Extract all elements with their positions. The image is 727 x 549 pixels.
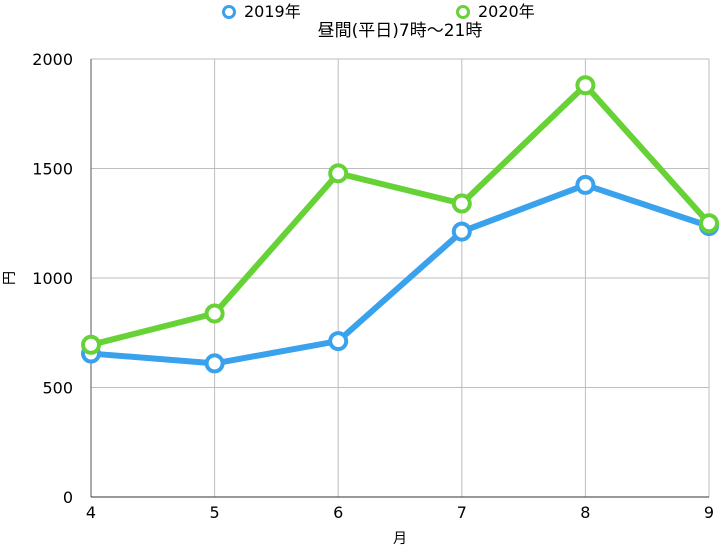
- legend-item-2020[interactable]: 2020年: [456, 2, 535, 22]
- y-tick-label: 500: [42, 379, 73, 398]
- y-tick-label: 2000: [32, 50, 73, 69]
- x-tick-label: 4: [86, 503, 96, 522]
- y-tick-label: 0: [63, 488, 73, 507]
- data-point-1-3[interactable]: [451, 193, 472, 214]
- data-point-1-5[interactable]: [699, 213, 719, 234]
- data-point-1-1[interactable]: [204, 303, 225, 324]
- x-tick-label: 7: [457, 503, 467, 522]
- data-point-0-3[interactable]: [451, 221, 472, 242]
- data-point-1-2[interactable]: [328, 163, 349, 184]
- legend-marker-icon: [222, 5, 236, 19]
- data-point-0-1[interactable]: [204, 353, 225, 374]
- y-tick-label: 1000: [32, 269, 73, 288]
- data-point-0-2[interactable]: [328, 331, 349, 352]
- legend-label: 2020年: [478, 2, 535, 21]
- legend-marker-icon: [456, 5, 470, 19]
- x-axis-label: 月: [393, 531, 407, 547]
- series-line-1: [88, 82, 712, 348]
- data-point-1-0[interactable]: [81, 334, 101, 355]
- grid: [91, 58, 710, 497]
- y-axis-label: 円: [2, 271, 18, 285]
- axes: [90, 59, 709, 498]
- x-tick-label: 9: [704, 503, 714, 522]
- legend-label: 2019年: [244, 2, 301, 21]
- tick-labels: 0 500 1000 1500 2000 4 5 6 7 8 9: [32, 50, 714, 522]
- legend-item-2019[interactable]: 2019年: [222, 2, 301, 22]
- x-tick-label: 5: [210, 503, 220, 522]
- legend: 2019年 2020年: [0, 2, 727, 24]
- x-tick-label: 6: [333, 503, 343, 522]
- series-group: [81, 75, 719, 374]
- y-tick-label: 1500: [32, 160, 73, 179]
- series-line-0: [88, 181, 712, 367]
- chart-title: 昼間(平日)7時〜21時: [317, 21, 483, 41]
- data-point-0-4[interactable]: [575, 174, 596, 195]
- data-point-1-4[interactable]: [575, 75, 596, 96]
- x-tick-label: 8: [580, 503, 590, 522]
